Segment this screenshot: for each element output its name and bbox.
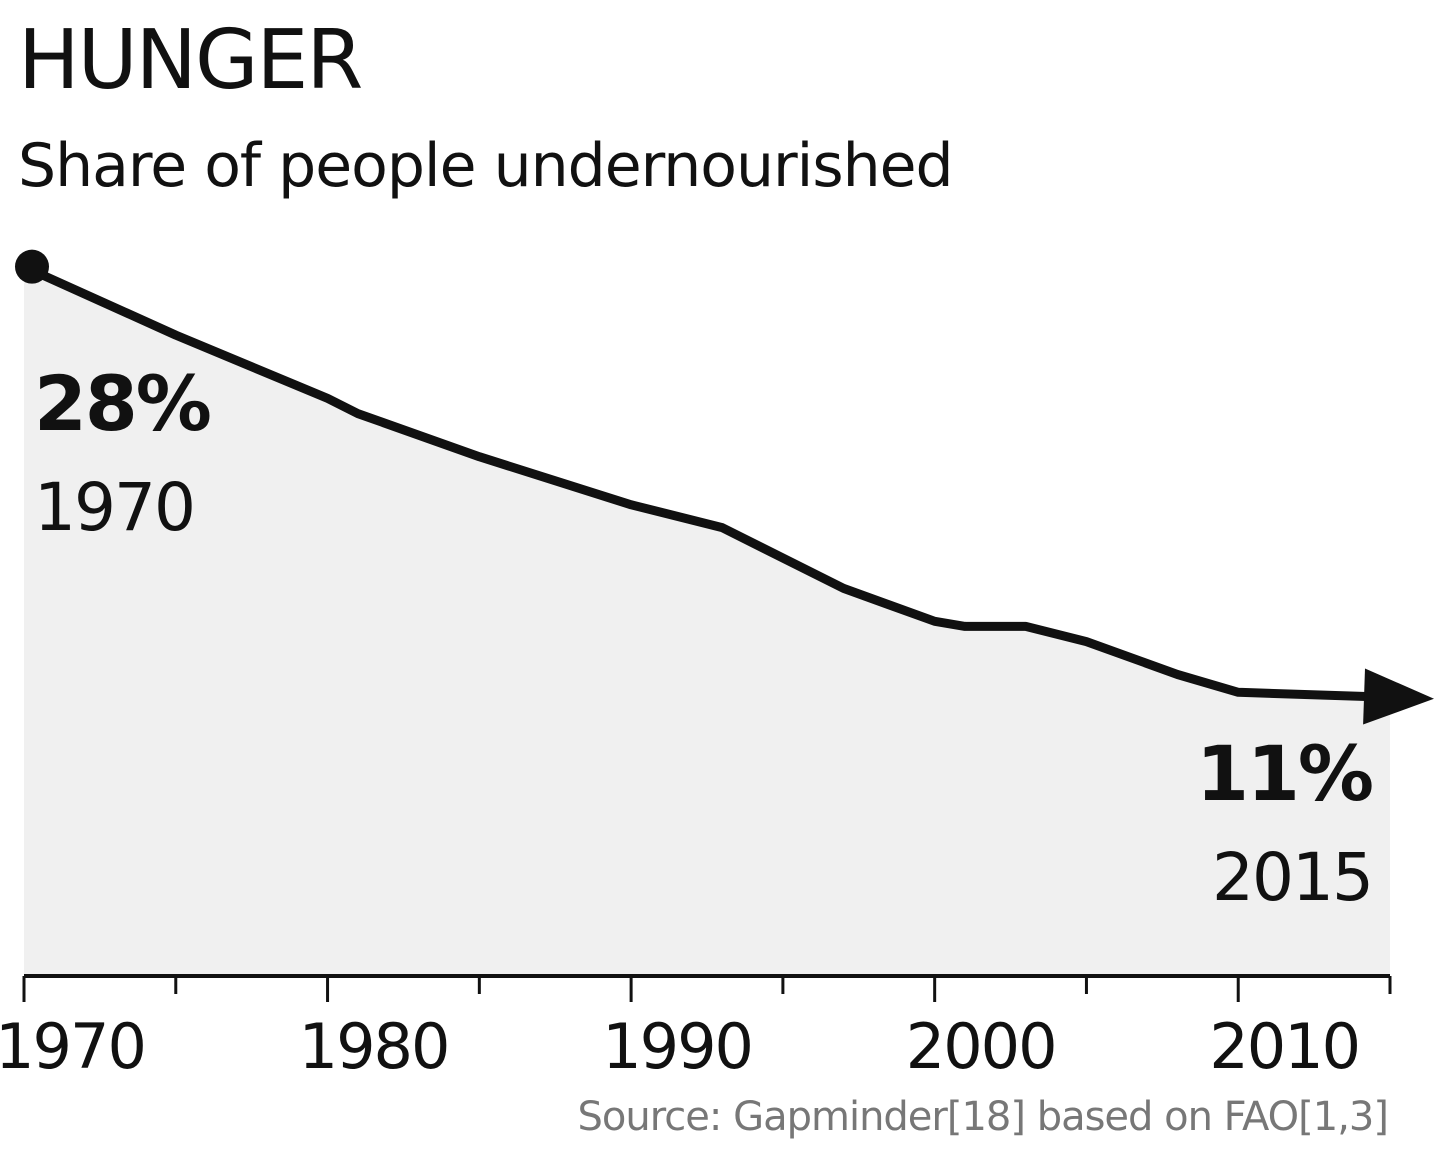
x-tick-label: 2010: [1209, 1010, 1359, 1083]
x-tick-label: 2000: [906, 1010, 1056, 1083]
end-year-label: 2015: [1212, 839, 1372, 916]
series-line: [19, 262, 1371, 701]
end-value-label: 11%: [1196, 729, 1372, 818]
end-arrowhead: [1363, 668, 1434, 725]
x-tick-label: 1980: [299, 1010, 449, 1083]
chart-subtitle: Share of people undernourished: [18, 131, 953, 201]
start-value-label: 28%: [34, 359, 210, 448]
source-note: Source: Gapminder[18] based on FAO[1,3]: [578, 1094, 1388, 1140]
x-tick-label: 1990: [602, 1010, 752, 1083]
plot-area: 1970 1980 1990 2000 2010: [0, 249, 1434, 1083]
start-year-label: 1970: [34, 469, 194, 546]
start-point: [15, 249, 49, 284]
chart-title: HUNGER: [18, 13, 361, 108]
area-fill: [24, 266, 1390, 976]
x-tick-label: 1970: [0, 1010, 145, 1083]
